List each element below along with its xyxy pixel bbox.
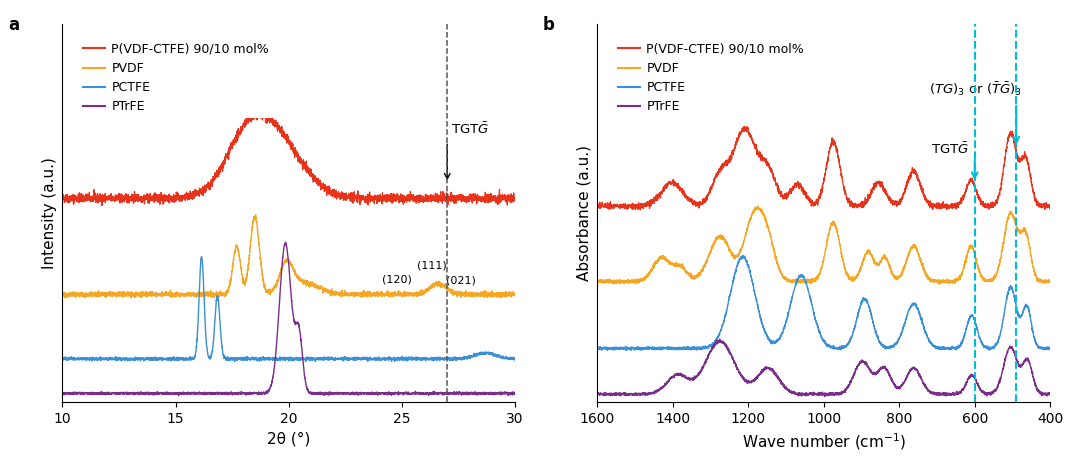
Text: (120): (120)	[382, 274, 413, 284]
Text: (021): (021)	[446, 276, 476, 286]
Text: a: a	[8, 16, 19, 34]
Y-axis label: Absorbance (a.u.): Absorbance (a.u.)	[577, 145, 592, 281]
Text: $(TG)_3$ or $(\bar{T}\bar{G})_3$: $(TG)_3$ or $(\bar{T}\bar{G})_3$	[929, 81, 1022, 98]
X-axis label: 2θ (°): 2θ (°)	[267, 431, 310, 446]
Legend: P(VDF-CTFE) 90/10 mol%, PVDF, PCTFE, PTrFE: P(VDF-CTFE) 90/10 mol%, PVDF, PCTFE, PTr…	[78, 38, 274, 119]
X-axis label: Wave number (cm$^{-1}$): Wave number (cm$^{-1}$)	[742, 431, 906, 452]
Legend: P(VDF-CTFE) 90/10 mol%, PVDF, PCTFE, PTrFE: P(VDF-CTFE) 90/10 mol%, PVDF, PCTFE, PTr…	[612, 38, 809, 119]
Text: TGT$\bar{G}$: TGT$\bar{G}$	[931, 142, 969, 157]
Text: b: b	[543, 16, 555, 34]
Y-axis label: Intensity (a.u.): Intensity (a.u.)	[42, 157, 57, 269]
Text: TGT$\bar{G}$: TGT$\bar{G}$	[450, 121, 489, 137]
Text: (111): (111)	[417, 261, 446, 271]
